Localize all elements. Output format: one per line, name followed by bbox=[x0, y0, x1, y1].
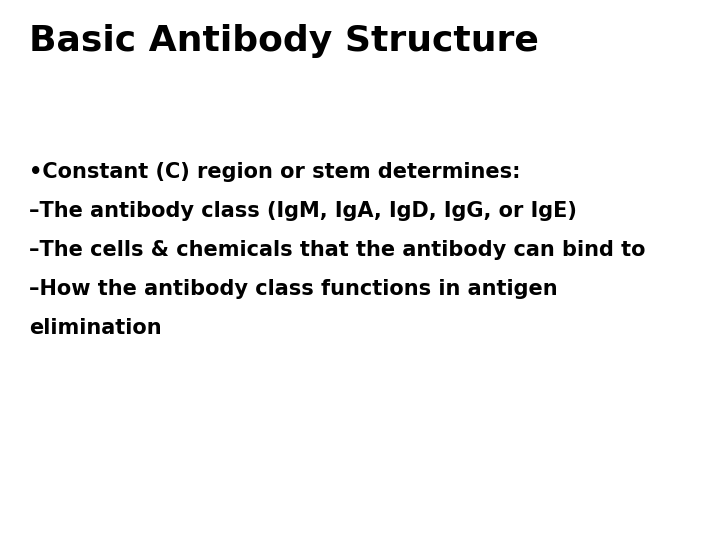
Text: Basic Antibody Structure: Basic Antibody Structure bbox=[29, 24, 539, 58]
Text: –The cells & chemicals that the antibody can bind to: –The cells & chemicals that the antibody… bbox=[29, 240, 645, 260]
Text: elimination: elimination bbox=[29, 318, 161, 338]
Text: –The antibody class (IgM, IgA, IgD, IgG, or IgE): –The antibody class (IgM, IgA, IgD, IgG,… bbox=[29, 201, 577, 221]
Text: –How the antibody class functions in antigen: –How the antibody class functions in ant… bbox=[29, 279, 557, 299]
Text: •Constant (C) region or stem determines:: •Constant (C) region or stem determines: bbox=[29, 162, 521, 182]
